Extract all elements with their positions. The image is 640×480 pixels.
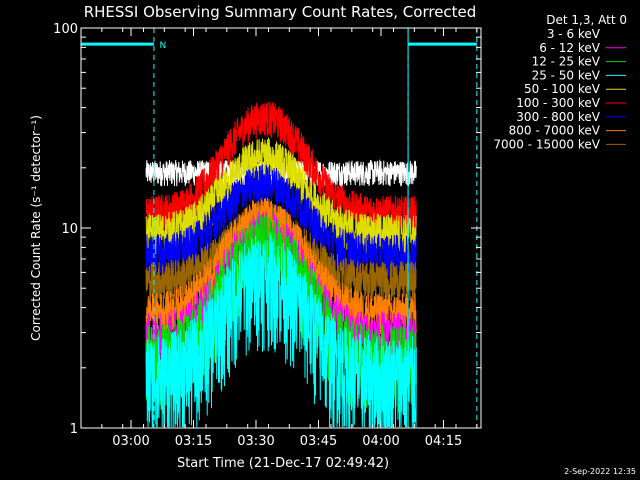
y-tick-label-0: 1 (70, 422, 78, 437)
y-tick-label-1: 10 (61, 222, 78, 237)
y-tick-label-2: 100 (53, 22, 78, 37)
series-layer (145, 101, 417, 428)
x-tick-label-4: 04:00 (362, 434, 399, 449)
night-flag-label: N (160, 41, 167, 51)
series-line-5 (145, 197, 417, 335)
x-tick-label-0: 03:00 (112, 434, 149, 449)
series-line-3 (145, 164, 417, 277)
legend-label-2: 12 - 25 keV (532, 55, 601, 69)
footer-date: 2-Sep-2022 12:35 (564, 467, 636, 476)
legend-label-8: 7000 - 15000 keV (493, 137, 600, 151)
x-axis-label: Start Time (21-Dec-17 02:49:42) (177, 456, 389, 471)
x-tick-label-2: 03:30 (237, 434, 274, 449)
legend-header: Det 1,3, Att 0 (546, 13, 627, 27)
x-tick-label-3: 03:45 (300, 434, 337, 449)
legend-label-6: 300 - 800 keV (516, 110, 600, 124)
tick-layer: 03:00 03:15 03:30 03:45 04:00 04:15 1 10 100 (53, 22, 481, 449)
legend-label-4: 50 - 100 keV (524, 82, 601, 96)
chart-title: RHESSI Observing Summary Count Rates, Co… (84, 3, 477, 21)
legend-label-0: 3 - 6 keV (547, 27, 601, 41)
y-axis-label: Corrected Count Rate (s⁻¹ detector⁻¹) (29, 115, 43, 341)
legend-label-3: 25 - 50 keV (532, 68, 601, 82)
series-line-8 (145, 232, 417, 428)
legend-label-7: 800 - 7000 keV (509, 124, 601, 138)
series-line-1 (145, 101, 417, 233)
x-tick-label-5: 04:15 (425, 434, 462, 449)
legend-label-1: 6 - 12 keV (539, 41, 601, 55)
x-tick-label-1: 03:15 (175, 434, 212, 449)
legend-label-5: 100 - 300 keV (516, 96, 600, 110)
